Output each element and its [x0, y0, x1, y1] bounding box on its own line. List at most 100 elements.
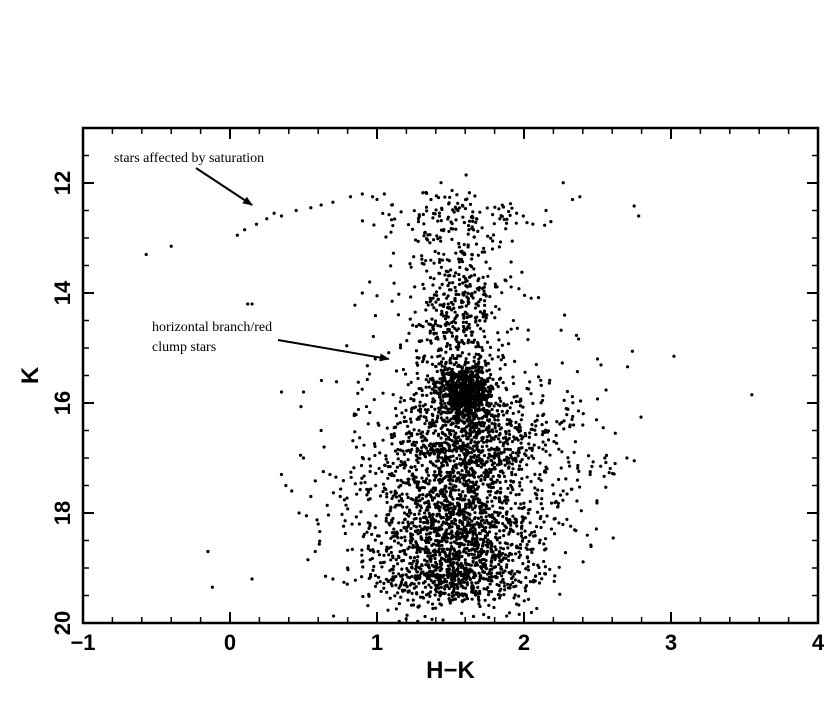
data-point	[414, 440, 419, 444]
data-point	[444, 269, 448, 273]
data-point	[449, 417, 453, 421]
data-point	[376, 549, 380, 554]
data-point	[371, 568, 375, 572]
data-point	[418, 452, 422, 456]
data-point	[541, 394, 545, 398]
data-point	[489, 470, 493, 475]
data-point	[475, 217, 479, 221]
data-point	[390, 496, 394, 501]
data-point	[505, 417, 509, 422]
data-point	[522, 293, 527, 297]
data-point	[509, 327, 513, 331]
data-point	[432, 442, 436, 446]
data-point	[529, 479, 533, 484]
data-point	[431, 326, 435, 330]
data-point	[490, 311, 494, 315]
data-point	[425, 338, 429, 342]
data-point	[475, 445, 479, 449]
data-point	[372, 442, 377, 446]
data-point	[469, 466, 474, 470]
data-point	[367, 457, 371, 461]
data-point	[437, 410, 441, 414]
data-point	[489, 590, 494, 594]
data-point	[475, 533, 479, 537]
data-point	[458, 265, 462, 270]
data-point	[477, 300, 481, 304]
data-point	[506, 486, 510, 491]
data-point	[524, 535, 528, 539]
data-point	[362, 443, 366, 447]
data-point	[478, 459, 482, 463]
data-point	[441, 399, 445, 403]
data-point	[250, 577, 254, 581]
data-point	[453, 517, 457, 522]
data-point	[452, 547, 456, 551]
data-point	[392, 575, 396, 579]
data-point	[401, 367, 406, 372]
data-point	[364, 404, 369, 409]
data-point	[331, 200, 335, 204]
data-point	[401, 549, 405, 553]
data-point	[425, 571, 429, 575]
data-point	[525, 543, 529, 547]
data-point	[500, 574, 504, 578]
data-point	[528, 431, 532, 435]
data-point	[433, 424, 437, 428]
data-point	[461, 385, 465, 389]
data-point	[378, 451, 382, 455]
data-point	[504, 221, 509, 225]
data-point	[428, 479, 432, 483]
data-point	[379, 589, 383, 594]
data-point	[423, 614, 427, 619]
data-point	[404, 408, 408, 412]
data-point	[539, 383, 543, 387]
data-point	[449, 387, 454, 391]
data-point	[404, 432, 409, 436]
data-point	[548, 567, 552, 571]
data-point	[417, 387, 421, 391]
data-point	[393, 217, 397, 221]
data-point	[439, 239, 443, 243]
data-point	[404, 581, 408, 585]
data-point	[460, 338, 464, 343]
data-point	[465, 279, 469, 283]
data-point	[479, 424, 484, 428]
data-point	[505, 217, 509, 221]
data-point	[466, 406, 470, 411]
data-point	[517, 603, 521, 607]
data-point	[445, 296, 449, 300]
data-point	[422, 222, 426, 226]
data-point	[467, 301, 471, 305]
data-point	[385, 426, 389, 430]
data-point	[441, 330, 446, 334]
data-point	[427, 380, 431, 384]
data-point	[418, 400, 422, 404]
data-point	[526, 564, 530, 569]
data-point	[481, 416, 485, 420]
data-point	[486, 545, 490, 549]
data-point	[456, 327, 460, 331]
data-point	[432, 385, 437, 389]
data-point	[432, 261, 436, 265]
data-point	[525, 555, 529, 559]
data-point	[394, 503, 398, 508]
data-point	[519, 434, 523, 438]
data-point	[513, 359, 517, 363]
data-point	[352, 466, 356, 470]
data-point	[750, 393, 754, 397]
data-point	[461, 281, 465, 285]
data-point	[463, 252, 467, 257]
data-point	[451, 521, 455, 525]
data-point	[557, 447, 561, 451]
data-point	[415, 560, 420, 564]
data-point	[457, 594, 461, 599]
data-point	[519, 418, 523, 422]
data-point	[419, 567, 423, 571]
data-point	[401, 480, 405, 484]
data-point	[479, 385, 483, 389]
data-point	[414, 405, 418, 409]
data-point	[491, 553, 495, 557]
data-point	[520, 270, 524, 274]
data-point	[430, 303, 434, 307]
data-point	[511, 375, 515, 379]
